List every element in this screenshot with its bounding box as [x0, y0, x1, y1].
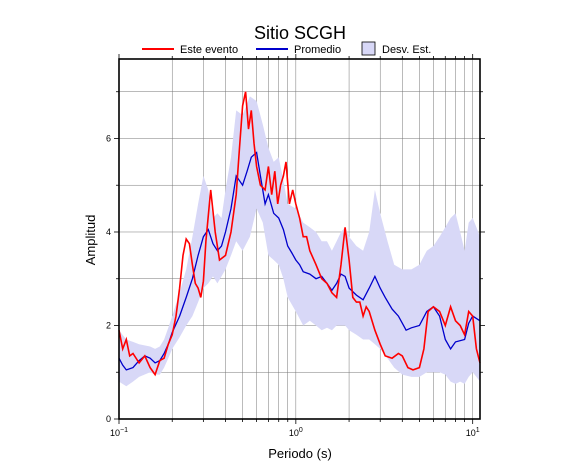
legend: Este evento Promedio Desv. Est. [142, 41, 431, 56]
legend-label-este-evento: Este evento [180, 44, 238, 56]
std-dev-band [119, 96, 480, 387]
plot-frame [118, 58, 481, 420]
chart-title: Sitio SCGH [254, 23, 346, 43]
y-tick-label: 4 [106, 227, 111, 237]
x-tick-label: 101 [466, 427, 480, 438]
y-axis: 0 2 4 6 [106, 91, 485, 424]
y-axis-label: Amplitud [83, 215, 98, 266]
series-line-este-evento [118, 91, 481, 377]
legend-label-promedio: Promedio [294, 44, 341, 56]
legend-swatch-desv-est [361, 41, 376, 56]
series-line-promedio [118, 151, 481, 371]
y-tick-label: 6 [106, 133, 111, 143]
x-axis-label: Periodo (s) [268, 446, 332, 461]
plot-area [118, 58, 481, 420]
y-tick-label: 0 [106, 414, 111, 424]
x-tick-label: 100 [289, 427, 303, 438]
legend-label-desv-est: Desv. Est. [382, 44, 431, 56]
x-tick-label: 10−1 [110, 427, 128, 438]
y-tick-label: 2 [106, 320, 111, 330]
x-axis: 10−1 100 101 [110, 54, 480, 438]
